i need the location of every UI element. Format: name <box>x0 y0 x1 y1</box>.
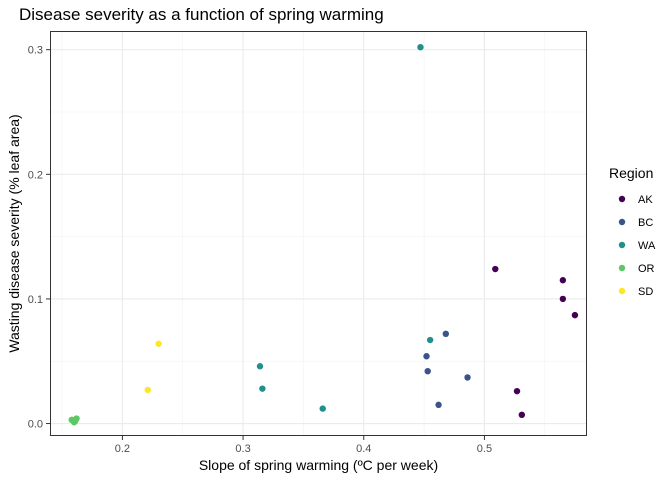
plot-panel <box>50 31 587 436</box>
data-point-wa <box>256 363 264 370</box>
legend-label-sd: SD <box>638 286 653 298</box>
plot-border <box>50 31 587 436</box>
legend-label-or: OR <box>638 263 655 275</box>
data-point-sd <box>144 386 151 394</box>
grid-major <box>50 31 587 436</box>
y-tick-label: 0.0 <box>28 419 43 431</box>
legend-key-wa <box>618 241 626 249</box>
legend-label-wa: WA <box>638 240 656 252</box>
data-point-wa <box>319 405 326 412</box>
legend-title: Region <box>609 165 653 181</box>
legend-key-bc <box>618 218 626 226</box>
x-tick-label: 0.4 <box>356 443 371 455</box>
data-points <box>68 44 579 426</box>
data-point-bc <box>464 374 471 381</box>
x-tick-label: 0.5 <box>477 443 492 455</box>
data-point-ak <box>559 295 567 303</box>
x-axis-title: Slope of spring warming (ºC per week) <box>199 457 438 473</box>
data-point-ak <box>559 277 567 284</box>
data-point-bc <box>424 368 431 375</box>
x-tick-label: 0.3 <box>235 443 250 455</box>
data-point-sd <box>155 340 162 347</box>
legend-key-ak <box>618 195 626 203</box>
data-point-ak <box>571 311 579 319</box>
y-tick-label: 0.3 <box>28 45 43 57</box>
legend-key-or <box>618 264 626 272</box>
y-tick-label: 0.1 <box>28 294 43 306</box>
data-point-bc <box>435 401 442 409</box>
data-point-wa <box>417 44 424 51</box>
data-point-wa <box>259 385 266 392</box>
x-tick-label: 0.2 <box>115 443 130 455</box>
data-point-or <box>70 419 78 426</box>
y-tick-label: 0.2 <box>28 169 43 181</box>
data-point-ak <box>492 265 499 273</box>
chart-title: Disease severity as a function of spring… <box>19 5 384 24</box>
legend-key-sd <box>618 287 626 295</box>
grid-minor <box>50 31 587 436</box>
y-axis-title: Wasting disease severity (% leaf area) <box>6 114 22 352</box>
y-axis-ticks: 0.0 0.1 0.2 0.3 <box>28 45 50 431</box>
data-point-wa <box>426 336 434 344</box>
data-point-ak <box>518 411 526 419</box>
x-axis-ticks: 0.2 0.3 0.4 0.5 <box>115 436 492 455</box>
data-point-bc <box>442 330 450 338</box>
data-point-bc <box>423 353 430 360</box>
data-point-ak <box>513 387 521 395</box>
legend: Region AK BC WA OR SD <box>609 165 656 298</box>
legend-label-bc: BC <box>638 217 653 229</box>
legend-label-ak: AK <box>638 194 653 206</box>
